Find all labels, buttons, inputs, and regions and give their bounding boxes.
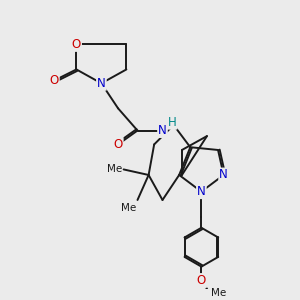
Text: O: O: [50, 74, 59, 87]
Text: Me: Me: [107, 164, 122, 174]
Text: N: N: [158, 124, 167, 137]
Text: Me: Me: [211, 288, 226, 298]
Text: Me: Me: [121, 203, 136, 213]
Text: O: O: [113, 138, 123, 151]
Text: N: N: [97, 77, 106, 90]
Text: N: N: [219, 169, 228, 182]
Text: O: O: [72, 38, 81, 51]
Text: H: H: [168, 116, 177, 129]
Text: N: N: [197, 185, 206, 198]
Text: O: O: [197, 274, 206, 287]
